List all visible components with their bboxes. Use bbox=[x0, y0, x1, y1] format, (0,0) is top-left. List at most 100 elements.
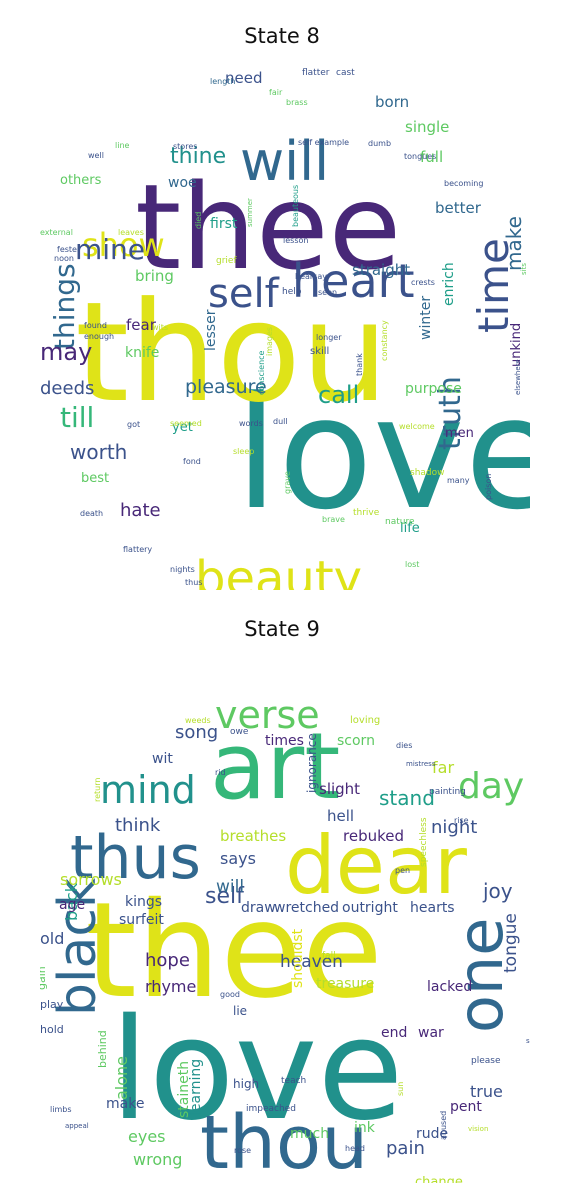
word-rid: rid bbox=[215, 768, 226, 777]
word-learning: learning bbox=[188, 1059, 204, 1116]
word-flattery: flattery bbox=[123, 545, 152, 554]
word-show: show bbox=[82, 226, 165, 264]
word-much: much bbox=[290, 1126, 329, 1142]
word-sight: sight bbox=[526, 1037, 530, 1045]
word-enrich: enrich bbox=[441, 262, 457, 306]
word-others: others bbox=[60, 173, 102, 188]
word-times: times bbox=[265, 733, 304, 749]
word-weeds: weeds bbox=[185, 716, 211, 725]
word-rude: rude bbox=[416, 1126, 448, 1142]
word-enough: enough bbox=[84, 332, 114, 341]
word-becoming: becoming bbox=[444, 179, 483, 188]
word-slight: slight bbox=[319, 780, 360, 798]
word-unkind: unkind bbox=[509, 323, 524, 367]
word-thou: thou bbox=[200, 1100, 368, 1183]
word-best: best bbox=[81, 471, 109, 486]
word-wit: wit bbox=[152, 751, 173, 767]
word-single: single bbox=[405, 118, 449, 136]
word-got: got bbox=[127, 420, 140, 429]
word-men: men bbox=[445, 426, 474, 441]
word-brass: brass bbox=[286, 98, 308, 107]
word-outright: outright bbox=[342, 900, 398, 916]
word-thine: thine bbox=[170, 144, 226, 169]
word-thrive: thrive bbox=[353, 508, 380, 518]
word-lesson: lesson bbox=[283, 236, 308, 245]
word-appeal: appeal bbox=[65, 1122, 89, 1130]
word-rhyme: rhyme bbox=[145, 977, 196, 996]
word-flatter: flatter bbox=[302, 68, 330, 78]
word-will: will bbox=[216, 877, 244, 897]
word-help: help bbox=[282, 287, 302, 297]
word-true: true bbox=[470, 1082, 503, 1101]
word-limbs: limbs bbox=[50, 1105, 71, 1114]
word-mind: mind bbox=[100, 768, 196, 812]
word-dear: dear bbox=[285, 819, 467, 912]
word-nights: nights bbox=[170, 565, 195, 574]
word-fall: fall bbox=[322, 951, 336, 961]
word-dull: dull bbox=[273, 417, 288, 426]
word-time: time bbox=[469, 238, 518, 333]
word-life: life bbox=[400, 521, 420, 536]
word-fear: fear bbox=[126, 316, 157, 334]
word-teach: teach bbox=[281, 1076, 306, 1086]
word-wrong: wrong bbox=[133, 1150, 182, 1169]
word-died: died bbox=[194, 212, 203, 229]
word-welcome: welcome bbox=[399, 422, 435, 431]
word-head: head bbox=[345, 1144, 365, 1153]
word-nature: nature bbox=[385, 517, 415, 527]
word-thou: thou bbox=[75, 272, 388, 433]
word-winter: winter bbox=[418, 296, 434, 340]
word-day: day bbox=[458, 766, 524, 807]
word-pen: pen bbox=[395, 866, 410, 875]
word-beauty: beauty bbox=[195, 551, 362, 590]
word-deeds: deeds bbox=[40, 378, 94, 399]
word-hell: hell bbox=[327, 807, 354, 825]
word-love: love bbox=[235, 363, 530, 544]
word-truth: truth bbox=[433, 376, 468, 450]
word-ink: ink bbox=[354, 1120, 376, 1136]
word-thus: thus bbox=[70, 823, 201, 893]
wordcloud-state-8: lovethoutheebeautyhearttimewillworldself… bbox=[40, 68, 530, 590]
word-shouldst: shouldst bbox=[290, 928, 306, 988]
word-woe: woe bbox=[168, 175, 197, 191]
word-says: says bbox=[220, 849, 256, 868]
word-owe: owe bbox=[230, 727, 249, 737]
word-war: war bbox=[418, 1025, 444, 1041]
word-far: far bbox=[432, 758, 454, 777]
word-cast: cast bbox=[336, 68, 355, 78]
word-death: death bbox=[80, 509, 103, 518]
word-old: old bbox=[40, 929, 64, 948]
word-found: found bbox=[84, 321, 107, 330]
word-scorn: scorn bbox=[337, 733, 375, 749]
word-rose: rose bbox=[234, 1146, 251, 1155]
word-self: self bbox=[205, 884, 245, 909]
word-grief: grief bbox=[216, 256, 237, 266]
word-things: things bbox=[48, 263, 81, 350]
word-sorrows: sorrows bbox=[60, 870, 122, 889]
word-one: one bbox=[444, 918, 517, 1033]
word-thee: thee bbox=[85, 874, 383, 1028]
word-hearts: hearts bbox=[410, 900, 455, 916]
word-lesser: lesser bbox=[203, 309, 219, 351]
word-poison: poison bbox=[484, 474, 493, 500]
word-seen: seen bbox=[318, 288, 337, 297]
word-self-example: self example bbox=[298, 138, 349, 147]
word-need: need bbox=[225, 69, 263, 87]
word-born: born bbox=[375, 93, 409, 111]
word-call: call bbox=[318, 381, 359, 409]
word-worth: worth bbox=[70, 440, 127, 464]
word-leaves: leaves bbox=[118, 228, 144, 237]
word-eyes: eyes bbox=[128, 1127, 166, 1146]
word-love: love bbox=[110, 989, 404, 1152]
word-wretched: wretched bbox=[274, 900, 339, 916]
word-well: well bbox=[88, 151, 104, 160]
word-rebuked: rebuked bbox=[343, 827, 404, 845]
word-images: images bbox=[265, 327, 274, 356]
word-make: make bbox=[106, 1096, 144, 1112]
word-lost: lost bbox=[405, 560, 419, 569]
word-full: full bbox=[420, 148, 443, 166]
word-mistress: mistress bbox=[406, 760, 436, 768]
word-wits: wits bbox=[152, 323, 168, 332]
